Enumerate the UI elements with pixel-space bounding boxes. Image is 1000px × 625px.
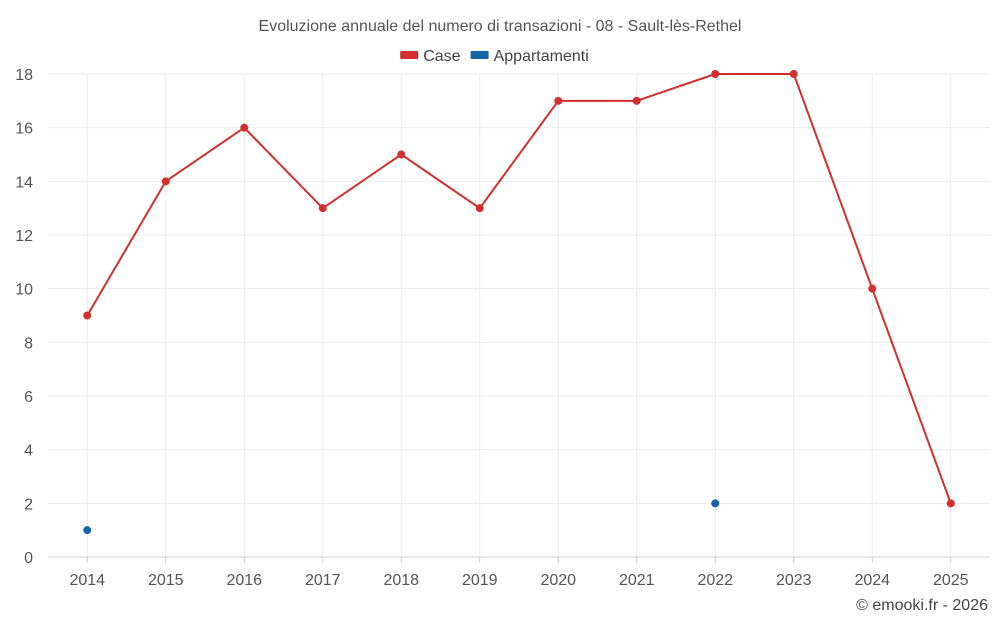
grid	[48, 73, 990, 557]
y-tick-label: 6	[24, 389, 33, 406]
y-tick-label: 16	[15, 121, 33, 138]
legend-swatch	[470, 51, 489, 59]
legend-item-case[interactable]: Case	[400, 48, 461, 65]
legend-item-appartamenti[interactable]: Appartamenti	[470, 48, 589, 65]
x-tick-label: 2024	[854, 572, 890, 589]
x-tick-label: 2025	[933, 572, 969, 589]
data-point-case[interactable]	[946, 499, 955, 508]
data-point-case[interactable]	[868, 284, 877, 293]
chart-title: Evoluzione annuale del numero di transaz…	[259, 18, 742, 35]
x-tick-label: 2023	[776, 572, 812, 589]
data-point-case[interactable]	[161, 177, 170, 186]
y-tick-label: 10	[15, 282, 33, 299]
legend-swatch	[400, 51, 419, 59]
x-tick-label: 2022	[697, 572, 733, 589]
y-tick-label: 8	[24, 335, 33, 352]
data-point-case[interactable]	[632, 96, 641, 105]
x-axis: 2014 2015 2016 2017 2018 2019 2020 2021 2022 2023…	[48, 556, 990, 589]
x-tick-label: 2019	[462, 572, 498, 589]
data-point-case[interactable]	[475, 204, 484, 213]
legend: Case Appartamenti	[400, 48, 589, 65]
y-tick-label: 0	[24, 550, 33, 567]
y-tick-label: 14	[15, 174, 33, 191]
y-axis: 0 2 4 6 8 10 12 14 16 18	[15, 67, 33, 567]
legend-label: Appartamenti	[494, 48, 589, 65]
credit-text: © emooki.fr - 2026	[856, 597, 988, 614]
data-point-case[interactable]	[554, 96, 563, 105]
x-tick-label: 2021	[619, 572, 655, 589]
series-appartamenti	[83, 499, 720, 535]
data-point-case[interactable]	[83, 311, 92, 320]
x-tick-label: 2020	[540, 572, 576, 589]
series-line-case	[86, 73, 952, 504]
y-tick-label: 12	[15, 228, 33, 245]
series-case	[83, 70, 955, 508]
legend-label: Case	[423, 48, 460, 65]
data-point-case[interactable]	[318, 204, 327, 213]
x-tick-label: 2018	[383, 572, 419, 589]
x-tick-label: 2017	[305, 572, 341, 589]
y-tick-label: 4	[24, 443, 33, 460]
x-tick-label: 2015	[148, 572, 184, 589]
x-tick-label: 2016	[226, 572, 262, 589]
y-tick-label: 18	[15, 67, 33, 84]
data-point-case[interactable]	[240, 123, 249, 132]
data-point-case[interactable]	[789, 70, 798, 78]
x-tick-label: 2014	[69, 572, 105, 589]
data-point-case[interactable]	[711, 70, 720, 78]
series-layer	[83, 70, 955, 535]
data-point-case[interactable]	[397, 150, 406, 159]
data-point-appartamenti[interactable]	[711, 499, 720, 508]
data-point-appartamenti[interactable]	[83, 526, 92, 535]
y-tick-label: 2	[24, 496, 33, 513]
